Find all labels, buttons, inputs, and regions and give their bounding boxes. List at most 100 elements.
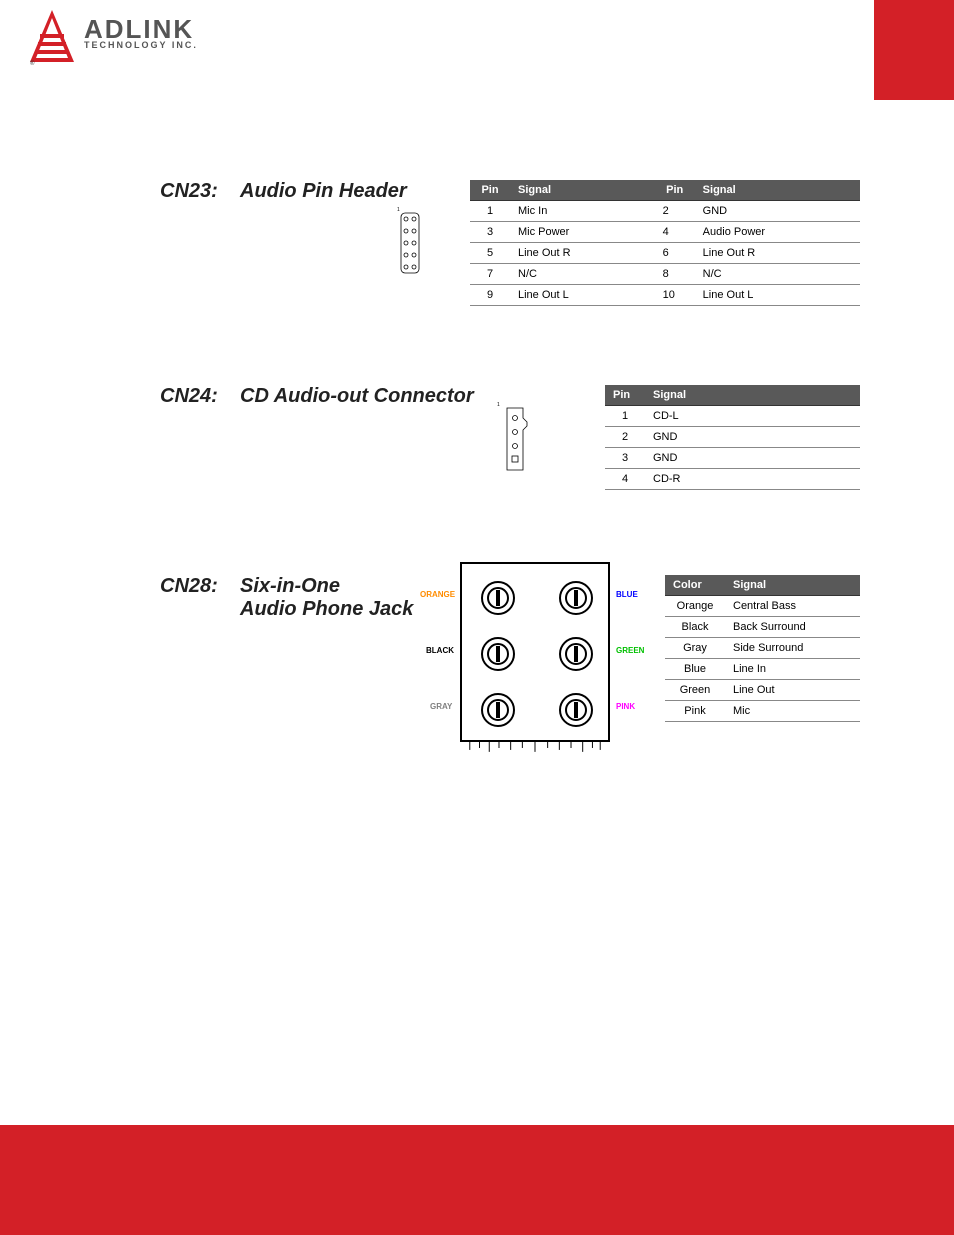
cn24-row: 1CD-L xyxy=(605,406,860,427)
cn23-row: 5Line Out R6Line Out R xyxy=(470,243,860,264)
jack-label-orange: ORANGE xyxy=(420,590,455,599)
jack-label-pink: PINK xyxy=(616,702,635,711)
cn28-table: Color Signal OrangeCentral BassBlackBack… xyxy=(665,575,860,722)
cn24-section: CN24: xyxy=(160,385,218,408)
cn28-row: GraySide Surround xyxy=(665,638,860,659)
cn28-title-wrap: Six-in-One Audio Phone Jack xyxy=(240,575,413,621)
cn28-cell: Mic xyxy=(725,701,860,722)
cn24-diagram: 1 xyxy=(495,400,535,485)
cn28-th-0: Color xyxy=(665,575,725,596)
jack-label-black: BLACK xyxy=(426,646,454,655)
cn23-cell: Line Out R xyxy=(695,243,860,264)
corner-accent xyxy=(874,0,954,100)
cn24-row: 3GND xyxy=(605,448,860,469)
logo-text-main: ADLINK xyxy=(84,16,198,42)
cn23-cell: 4 xyxy=(655,222,695,243)
cn24-cell: GND xyxy=(645,427,860,448)
cn24-th-1: Signal xyxy=(645,385,860,406)
pin-header-icon: 1 xyxy=(395,205,425,275)
cn24-cell: 4 xyxy=(605,469,645,490)
cn23-section: CN23: xyxy=(160,180,218,203)
cn23-cell: Audio Power xyxy=(695,222,860,243)
cn28-cell: Gray xyxy=(665,638,725,659)
cn24-cell: 1 xyxy=(605,406,645,427)
jack-label-green: GREEN xyxy=(616,646,644,655)
footer-band xyxy=(0,1125,954,1235)
logo-text-sub: TECHNOLOGY INC. xyxy=(84,40,198,50)
cn28-row: PinkMic xyxy=(665,701,860,722)
cn28-cell: Back Surround xyxy=(725,617,860,638)
cn28-title-2: Audio Phone Jack xyxy=(240,598,413,621)
cn23-cell: Mic Power xyxy=(510,222,655,243)
cn23-cell: Line Out L xyxy=(510,285,655,306)
logo: ® ADLINK TECHNOLOGY INC. xyxy=(28,10,198,66)
cn23-cell: Line Out L xyxy=(695,285,860,306)
cn23-cell: Line Out R xyxy=(510,243,655,264)
cn23-cell: 10 xyxy=(655,285,695,306)
cn24-cell: 2 xyxy=(605,427,645,448)
cn23-row: 9Line Out L10Line Out L xyxy=(470,285,860,306)
cn24-cell: CD-R xyxy=(645,469,860,490)
cn23-cell: N/C xyxy=(695,264,860,285)
cn28-row: OrangeCentral Bass xyxy=(665,596,860,617)
cn23-cell: 3 xyxy=(470,222,510,243)
cn23-cell: N/C xyxy=(510,264,655,285)
cn23-cell: Mic In xyxy=(510,201,655,222)
cn23-label: CN23: xyxy=(160,180,218,202)
jack-green xyxy=(558,636,594,672)
jack-blue xyxy=(558,580,594,616)
cn28-row: BlueLine In xyxy=(665,659,860,680)
cd-connector-icon: 1 xyxy=(495,400,535,480)
cn28-row: BlackBack Surround xyxy=(665,617,860,638)
cn23-cell: GND xyxy=(695,201,860,222)
jack-foot-icon xyxy=(462,740,608,754)
cn28-th-1: Signal xyxy=(725,575,860,596)
cn24-title-wrap: CD Audio-out Connector xyxy=(240,385,474,408)
cn23-cell: 5 xyxy=(470,243,510,264)
page: ® ADLINK TECHNOLOGY INC. CN23: Audio Pin… xyxy=(0,0,954,1235)
svg-text:1: 1 xyxy=(497,402,500,408)
svg-text:®: ® xyxy=(30,60,35,66)
cn24-cell: 3 xyxy=(605,448,645,469)
cn24-cell: GND xyxy=(645,448,860,469)
cn28-section: CN28: xyxy=(160,575,218,598)
cn28-cell: Central Bass xyxy=(725,596,860,617)
cn23-table: Pin Signal Pin Signal 1Mic In2GND3Mic Po… xyxy=(470,180,860,306)
cn28-label: CN28: xyxy=(160,575,218,597)
cn23-row: 3Mic Power4Audio Power xyxy=(470,222,860,243)
logo-icon: ® xyxy=(28,10,76,66)
cn28-cell: Black xyxy=(665,617,725,638)
jack-black xyxy=(480,636,516,672)
cn23-title-wrap: Audio Pin Header xyxy=(240,180,407,203)
cn28-cell: Green xyxy=(665,680,725,701)
cn28-cell: Line In xyxy=(725,659,860,680)
cn28-row: GreenLine Out xyxy=(665,680,860,701)
jack-orange xyxy=(480,580,516,616)
cn23-th-1: Signal xyxy=(510,180,655,201)
svg-text:1: 1 xyxy=(397,207,400,213)
cn23-cell: 6 xyxy=(655,243,695,264)
cn23-cell: 9 xyxy=(470,285,510,306)
jack-pink xyxy=(558,692,594,728)
cn28-cell: Line Out xyxy=(725,680,860,701)
cn23-row: 1Mic In2GND xyxy=(470,201,860,222)
cn28-cell: Blue xyxy=(665,659,725,680)
jack-gray xyxy=(480,692,516,728)
cn23-title: Audio Pin Header xyxy=(240,180,407,202)
cn24-title: CD Audio-out Connector xyxy=(240,385,474,407)
cn23-diagram: 1 xyxy=(395,205,425,280)
cn28-cell: Pink xyxy=(665,701,725,722)
cn23-cell: 8 xyxy=(655,264,695,285)
cn24-th-0: Pin xyxy=(605,385,645,406)
cn23-th-0: Pin xyxy=(470,180,510,201)
cn23-cell: 1 xyxy=(470,201,510,222)
cn28-title-1: Six-in-One xyxy=(240,575,413,598)
cn23-cell: 7 xyxy=(470,264,510,285)
cn28-cell: Orange xyxy=(665,596,725,617)
cn24-cell: CD-L xyxy=(645,406,860,427)
cn28-cell: Side Surround xyxy=(725,638,860,659)
jack-label-blue: BLUE xyxy=(616,590,638,599)
cn23-th-3: Signal xyxy=(695,180,860,201)
cn23-cell: 2 xyxy=(655,201,695,222)
cn24-row: 4CD-R xyxy=(605,469,860,490)
